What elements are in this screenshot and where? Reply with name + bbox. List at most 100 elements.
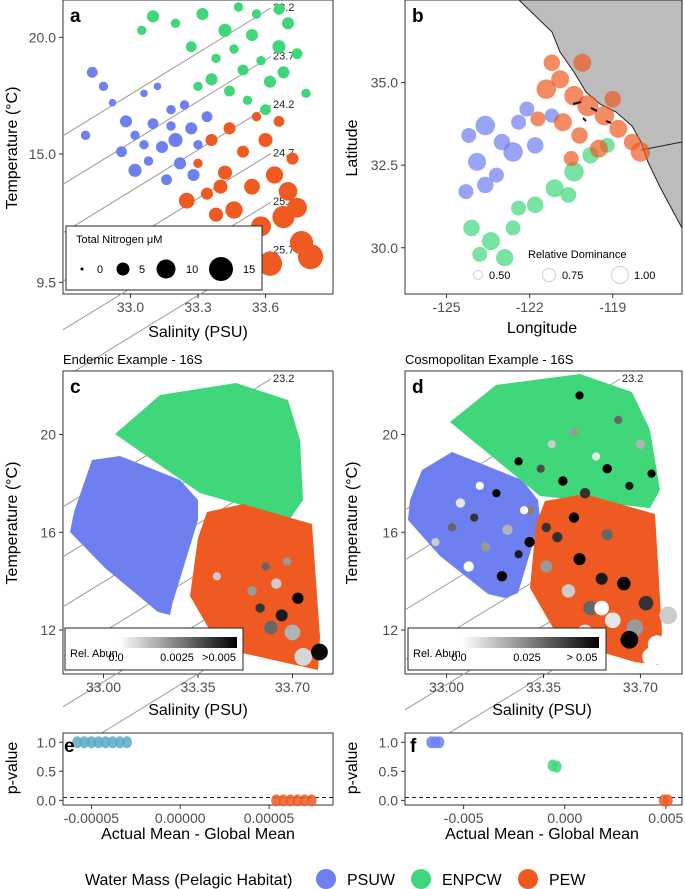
panel-d-point-15 — [602, 464, 612, 474]
panel-b-size-label-100: 1.00 — [634, 270, 655, 282]
panel-e-xlabel: Actual Mean - Global Mean — [101, 826, 295, 843]
panel-f-axes: -0.005 0.000 0.005 0.0 0.5 1.0 — [379, 734, 684, 826]
panel-f-xtick-label-2: 0.005 — [648, 810, 683, 826]
panel-c-point-2 — [271, 578, 282, 589]
panel-b-point-pew-3 — [577, 95, 599, 117]
panel-a-size-legend-title: Total Nitrogen μM — [76, 234, 162, 246]
panel-e-point-pew-1 — [278, 794, 289, 807]
panel-b-point-psuw-1 — [475, 115, 496, 136]
panel-e-points — [63, 736, 333, 807]
panel-f-ytick-label-0: 0.0 — [379, 792, 399, 808]
panel-a-size-label-15: 15 — [243, 264, 255, 276]
panel-d-point-44 — [601, 529, 613, 541]
panel-a-point-pew-16 — [278, 181, 298, 201]
panel-e: -0.00005 0.00000 0.00005 0.0 0.5 1.0 e Actual… — [4, 732, 334, 843]
panel-b-point-enpcw-4 — [526, 196, 544, 214]
panel-a-point-psuw-3 — [119, 115, 133, 128]
panel-a-size-label-10: 10 — [186, 264, 198, 276]
panel-d-point-34 — [594, 600, 609, 616]
panel-e-axes: -0.00005 0.00000 0.00005 0.0 0.5 1.0 — [37, 734, 295, 826]
panel-c-point-11 — [264, 620, 278, 635]
panel-a-point-psuw-16 — [128, 163, 142, 177]
panel-a-isopycnal-1 — [62, 56, 272, 185]
panel-d-xtick-label-2: 33.70 — [623, 679, 658, 695]
panel-b-ylabel: Latitude — [344, 119, 361, 176]
panel-d-ylabel: Temperature (°C) — [344, 462, 361, 585]
panel-a-size-label-5: 5 — [139, 264, 145, 276]
panel-b-xtick-label-1: -122 — [516, 299, 544, 315]
panel-d-point-9 — [536, 464, 545, 473]
panel-e-xtick-label-0: -0.00005 — [64, 810, 119, 826]
panel-d-point-45 — [642, 647, 661, 667]
legend-swatch-pew — [518, 869, 538, 889]
panel-b-xtick-label-0: -125 — [433, 299, 461, 315]
panel-d-point-17 — [625, 481, 634, 490]
panel-a-point-psuw-7 — [155, 140, 169, 154]
panel-d-point-26 — [595, 572, 608, 585]
panel-a-point-psuw-6 — [147, 118, 159, 130]
panel-a-points — [80, 2, 324, 276]
panel-d-colorbar: Rel. Abun 0.0 0.025 > 0.05 — [407, 627, 607, 671]
panel-d-point-27 — [604, 612, 621, 629]
panel-d-colorbar-label-1: 0.025 — [513, 652, 541, 664]
panel-d-point-7 — [514, 550, 523, 559]
panel-a-point-pew-0 — [178, 192, 195, 209]
panel-e-point-teal-2 — [86, 736, 97, 749]
panel-a-point-psuw-23 — [139, 139, 149, 150]
panel-a-point-enpcw-9 — [245, 28, 259, 42]
panel-b-point-enpcw-6 — [564, 162, 584, 182]
panel-b-point-enpcw-3 — [472, 246, 488, 262]
panel-a-point-enpcw-2 — [170, 18, 181, 29]
panel-c-xtick-label-2: 33.70 — [275, 679, 310, 695]
panel-b-ytick-label-0: 30.0 — [371, 240, 398, 256]
panel-c-points — [212, 557, 328, 666]
panel-c-letter: c — [70, 377, 81, 398]
panel-a-point-pew-3 — [217, 165, 233, 180]
panel-a-point-psuw-14 — [193, 139, 203, 150]
panel-a-point-enpcw-22 — [193, 81, 203, 92]
panel-e-xtick-label-1: 0.00000 — [155, 810, 206, 826]
panel-a-point-enpcw-10 — [256, 55, 266, 66]
panel-c-point-1 — [261, 562, 270, 571]
panel-d-point-38 — [475, 481, 484, 490]
panel-e-point-teal-4 — [100, 736, 111, 749]
panel-c-ytick-label-0: 12 — [40, 622, 56, 638]
panel-d-point-25 — [583, 600, 598, 616]
panel-d-point-6 — [502, 524, 513, 536]
panel-e-ylabel: p-value — [4, 742, 21, 795]
panel-b-point-pew-0 — [536, 79, 557, 99]
panel-b-point-enpcw-2 — [505, 220, 521, 236]
panel-b-point-enpcw-1 — [481, 232, 500, 251]
panel-d-point-30 — [638, 595, 654, 611]
panel-a-point-pew-5 — [236, 145, 250, 158]
panel-d-point-42 — [541, 522, 551, 533]
panel-a-point-enpcw-6 — [218, 23, 232, 37]
panel-a-point-pew-8 — [258, 132, 273, 148]
panel-b-point-psuw-10 — [519, 101, 535, 117]
panel-e-ytick-label-0: 0.0 — [37, 792, 57, 808]
panel-f-point-psuw-2 — [434, 736, 445, 749]
panel-a-size-label-0: 0 — [97, 264, 103, 276]
panel-d-point-21 — [540, 560, 553, 573]
panel-a-size-key-5 — [116, 262, 130, 276]
panel-a-point-pew-23 — [200, 187, 214, 200]
panel-a-point-pew-15 — [273, 115, 285, 127]
panel-b: b Relative Dominance 0.50 0.75 1.00 -125… — [344, 0, 683, 337]
panel-e-point-pew-4 — [299, 794, 310, 807]
panel-c-ylabel: Temperature (°C) — [4, 462, 21, 585]
panel-a-point-pew-21 — [287, 197, 307, 218]
panel-a-point-pew-1 — [193, 158, 203, 169]
panel-f-xtick-label-1: 0.000 — [547, 810, 582, 826]
panel-a-point-psuw-17 — [143, 156, 154, 166]
panel-a-xtick-label-2: 33.6 — [252, 299, 279, 315]
panel-c-point-8 — [311, 643, 328, 661]
panel-a-point-psuw-9 — [166, 104, 176, 115]
panel-d-colorbar-title: Rel. Abun — [413, 648, 461, 660]
panel-f-point-enpcw-1 — [551, 760, 562, 773]
panel-a-point-pew-2 — [205, 133, 218, 147]
panel-b-point-pew-5 — [609, 119, 628, 138]
panel-b-size-key-075 — [542, 268, 556, 282]
panel-b-axes: -125 -122 -119 30.0 32.5 35.0 — [371, 75, 627, 315]
panel-b-point-psuw-0 — [461, 127, 477, 143]
panel-d-point-16 — [614, 415, 623, 424]
